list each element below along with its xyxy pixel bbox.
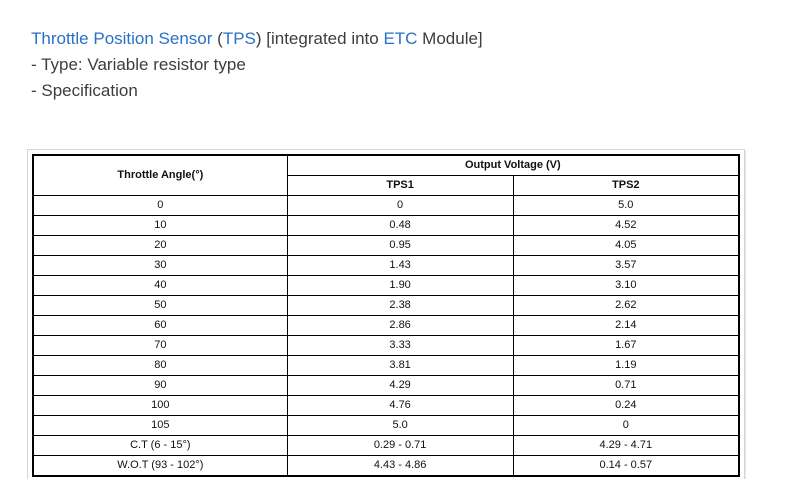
header-row-2: TPS1 TPS2	[33, 175, 740, 196]
table-row: 80 3.81 1.19	[32, 355, 740, 376]
col-header-throttle-angle: Throttle Angle(°)	[32, 154, 288, 196]
table-row: 105 5.0 0	[32, 415, 740, 436]
table-row: C.T (6 - 15°) 0.29 - 0.71 4.29 - 4.71	[32, 435, 740, 456]
tps1-cell: 4.29	[286, 375, 514, 396]
title-highlight-text: TPS	[222, 29, 256, 48]
tps2-cell: 2.14	[512, 315, 740, 336]
tps2-cell: 4.05	[512, 235, 740, 256]
title-highlight-text: Throttle Position Sensor	[31, 29, 213, 48]
angle-cell: C.T (6 - 15°)	[32, 435, 288, 456]
angle-cell: 105	[32, 415, 288, 436]
tps2-cell: 2.62	[512, 295, 740, 316]
tps1-cell: 0.48	[286, 215, 514, 236]
page-title: Throttle Position Sensor (TPS) [integrat…	[31, 26, 483, 52]
table-row: 10 0.48 4.52	[32, 215, 740, 236]
tps1-cell: 3.33	[286, 335, 514, 356]
angle-cell: 70	[32, 335, 288, 356]
tps2-cell: 0.71	[512, 375, 740, 396]
table-row: 50 2.38 2.62	[32, 295, 740, 316]
tps1-cell: 4.43 - 4.86	[286, 455, 514, 477]
type-line: - Type: Variable resistor type	[31, 55, 246, 74]
col-header-output-voltage: Output Voltage (V)	[286, 154, 740, 176]
tps1-cell: 5.0	[286, 415, 514, 436]
table-row: 20 0.95 4.05	[32, 235, 740, 256]
angle-cell: 60	[32, 315, 288, 336]
table-row: 70 3.33 1.67	[32, 335, 740, 356]
tps2-cell: 4.29 - 4.71	[512, 435, 740, 456]
spec-table-container: Throttle Angle(°) Output Voltage (V) TPS…	[27, 149, 745, 479]
table-row: 30 1.43 3.57	[32, 255, 740, 276]
title-plain-text: ) [integrated into	[255, 29, 384, 48]
spec-table-body: 0 0 5.0 10 0.48 4.52 20 0.95 4.05 30 1.43 3.57 40 1.9…	[32, 195, 740, 477]
angle-cell: 80	[32, 355, 288, 376]
tps2-cell: 1.67	[512, 335, 740, 356]
tps2-cell: 0.14 - 0.57	[512, 455, 740, 477]
table-row: 100 4.76 0.24	[32, 395, 740, 416]
tps1-cell: 1.90	[286, 275, 514, 296]
tps2-cell: 0	[512, 415, 740, 436]
table-row: 40 1.90 3.10	[32, 275, 740, 296]
tps1-cell: 3.81	[286, 355, 514, 376]
tps1-cell: 2.86	[286, 315, 514, 336]
angle-cell: 10	[32, 215, 288, 236]
header-row-1: Throttle Angle(°) Output Voltage (V)	[32, 154, 740, 196]
tps2-cell: 1.19	[512, 355, 740, 376]
table-row: 90 4.29 0.71	[32, 375, 740, 396]
table-row: W.O.T (93 - 102°) 4.43 - 4.86 0.14 - 0.57	[32, 455, 740, 477]
title-highlight-text: ETC	[383, 29, 418, 48]
tps2-cell: 0.24	[512, 395, 740, 416]
spec-table: Throttle Angle(°) Output Voltage (V) TPS…	[32, 154, 740, 477]
table-row: 60 2.86 2.14	[32, 315, 740, 336]
angle-cell: 30	[32, 255, 288, 276]
tps2-cell: 5.0	[512, 195, 740, 216]
tps2-cell: 4.52	[512, 215, 740, 236]
angle-cell: 90	[32, 375, 288, 396]
tps2-cell: 3.10	[512, 275, 740, 296]
angle-cell: 20	[32, 235, 288, 256]
angle-cell: W.O.T (93 - 102°)	[32, 455, 288, 477]
tps1-cell: 0.95	[286, 235, 514, 256]
angle-cell: 0	[32, 195, 288, 216]
tps1-cell: 4.76	[286, 395, 514, 416]
title-plain-text: Module]	[417, 29, 483, 48]
col-header-tps2: TPS2	[512, 175, 740, 196]
title-plain-text: (	[212, 29, 223, 48]
tps1-cell: 1.43	[286, 255, 514, 276]
header-text-block: Throttle Position Sensor (TPS) [integrat…	[31, 26, 483, 104]
angle-cell: 40	[32, 275, 288, 296]
specification-line: - Specification	[31, 81, 138, 100]
tps1-cell: 0.29 - 0.71	[286, 435, 514, 456]
col-header-tps1: TPS1	[286, 175, 514, 196]
table-row: 0 0 5.0	[32, 195, 740, 216]
tps1-cell: 0	[286, 195, 514, 216]
angle-cell: 100	[32, 395, 288, 416]
tps2-cell: 3.57	[512, 255, 740, 276]
tps1-cell: 2.38	[286, 295, 514, 316]
angle-cell: 50	[32, 295, 288, 316]
